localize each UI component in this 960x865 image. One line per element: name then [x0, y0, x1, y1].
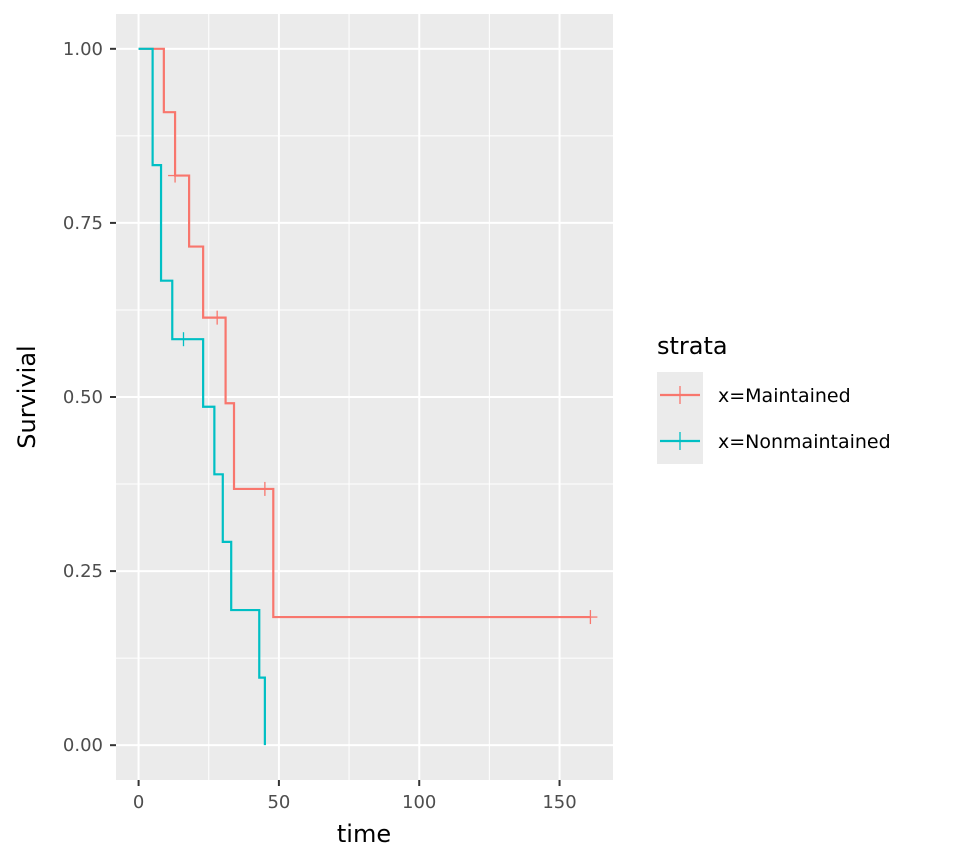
censor-mark [210, 310, 225, 325]
y-tick-label: 0.50 [63, 387, 103, 408]
legend-label: x=Nonmaintained [718, 431, 891, 453]
y-axis-title: Survivial [13, 345, 41, 448]
censor-mark [168, 168, 183, 183]
legend-label: x=Maintained [718, 385, 851, 407]
y-tick-label: 0.00 [63, 735, 103, 756]
legend-items: x=Maintained x=Nonmaintained [660, 385, 891, 453]
legend-title: strata [657, 332, 728, 360]
censor-mark [583, 610, 598, 625]
legend-key-background [657, 372, 703, 464]
censor-mark [257, 481, 272, 496]
x-tick-label: 0 [133, 792, 144, 813]
x-axis: 0 50 100 150 [133, 780, 577, 813]
legend: strata x=Maintained x=Nonmaintained [657, 332, 891, 464]
x-tick-label: 150 [542, 792, 576, 813]
y-tick-label: 0.25 [63, 561, 103, 582]
series-layer [138, 47, 598, 746]
censor-mark [176, 332, 191, 347]
x-tick-label: 100 [402, 792, 436, 813]
x-axis-title: time [337, 820, 391, 848]
x-tick-label: 50 [267, 792, 290, 813]
y-tick-label: 1.00 [63, 39, 103, 60]
survival-curve [138, 47, 591, 619]
y-tick-label: 0.75 [63, 213, 103, 234]
grid-major [116, 14, 613, 780]
survival-curve [138, 47, 266, 746]
y-axis: 0.00 0.25 0.50 0.75 1.00 [63, 39, 116, 756]
